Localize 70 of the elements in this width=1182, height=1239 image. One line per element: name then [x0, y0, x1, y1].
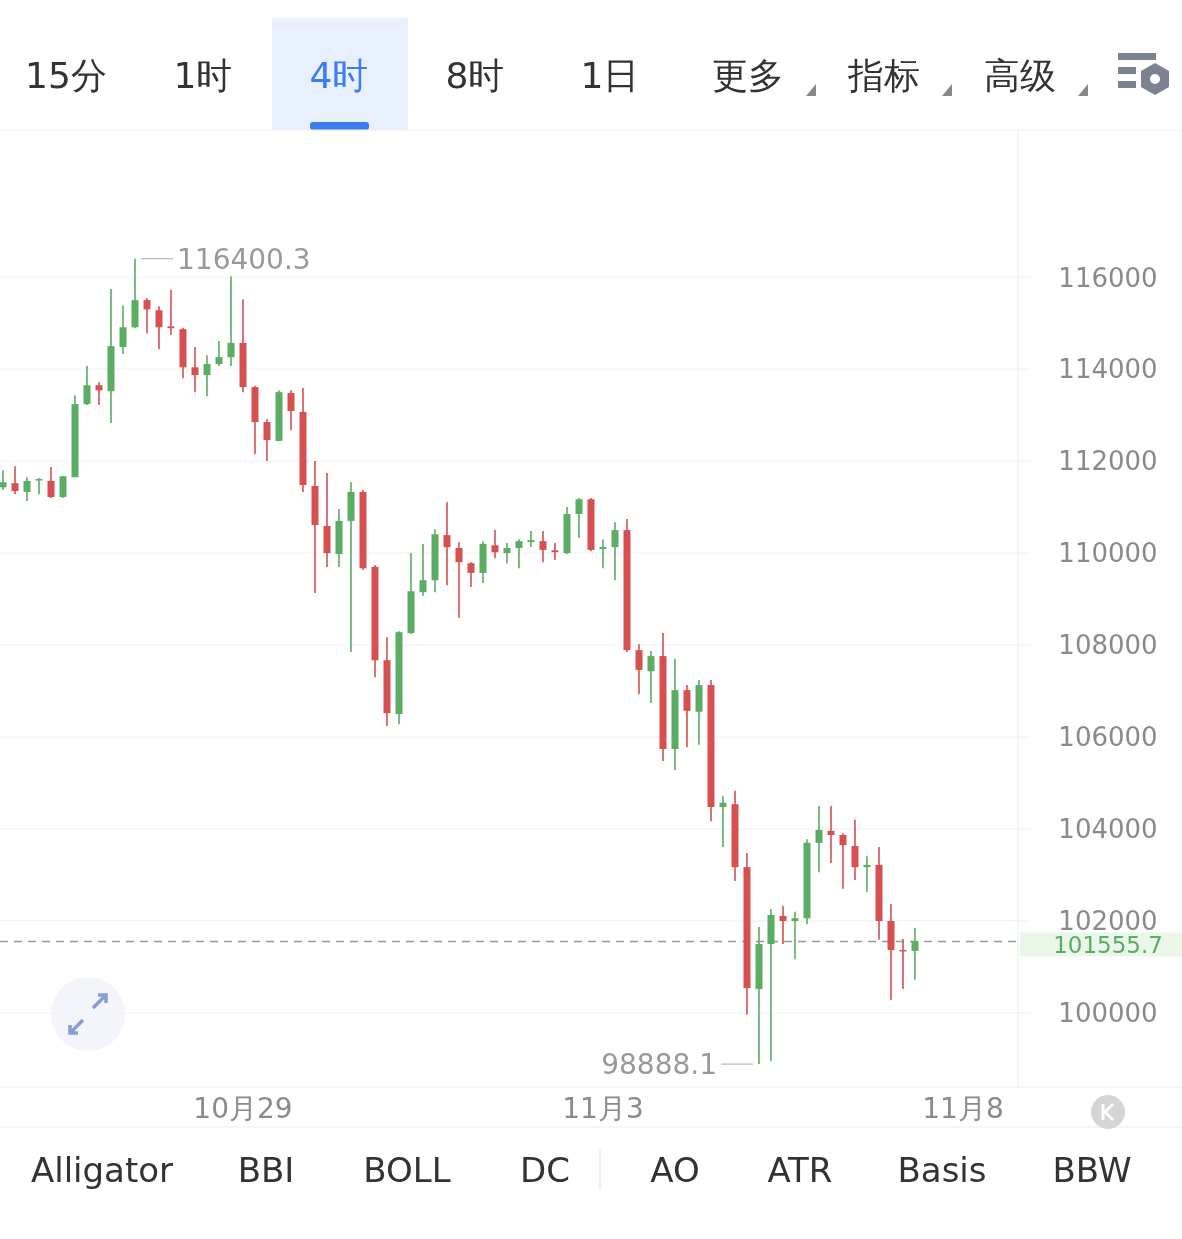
candlestick: [611, 521, 619, 582]
candlestick: [167, 289, 175, 336]
text: 指标: [847, 55, 920, 96]
candlestick: [779, 905, 787, 945]
candlestick: [683, 684, 691, 748]
candlestick: [911, 927, 919, 981]
candlestick: [35, 477, 43, 496]
candlestick: [203, 354, 211, 398]
candlestick: [419, 543, 427, 597]
candlestick: [263, 418, 271, 462]
y-tick-label: 116000: [1058, 262, 1158, 293]
candlestick: [143, 297, 151, 335]
text: DC: [520, 1150, 570, 1191]
text: BOLL: [363, 1150, 451, 1191]
candlestick: [635, 643, 643, 696]
text: 1日: [580, 55, 640, 96]
candlestick: [155, 305, 163, 351]
candlestick: [503, 542, 511, 564]
candlestick: [23, 476, 31, 502]
text: 4时: [309, 55, 369, 96]
text: 15分: [25, 55, 107, 96]
candlestick: [575, 497, 583, 539]
candlestick: [827, 805, 835, 864]
candlestick: [11, 465, 19, 496]
candlestick: [719, 795, 727, 848]
text: Basis: [897, 1150, 987, 1191]
y-tick-label: 106000: [1058, 722, 1158, 753]
candlestick: [95, 381, 103, 406]
candlestick: [287, 389, 295, 432]
candlestick: [647, 650, 655, 704]
annotation: 116400.3: [177, 242, 311, 276]
x-tick-label: 11月3: [562, 1092, 644, 1126]
text: 8时: [445, 55, 505, 96]
candlestick: [851, 819, 859, 881]
y-tick-label: 100000: [1058, 998, 1158, 1029]
y-tick-label: 110000: [1058, 538, 1158, 569]
text: ATR: [767, 1150, 833, 1191]
candlestick: [119, 304, 127, 355]
candlestick: [491, 529, 499, 559]
candlestick: [791, 910, 799, 960]
candlestick: [191, 346, 199, 393]
annotation: 98888.1: [601, 1048, 717, 1082]
text: 高级: [984, 55, 1056, 96]
candlestick: [47, 466, 55, 499]
candlestick: [467, 561, 475, 588]
candlestick: [539, 530, 547, 564]
y-tick-label: 114000: [1058, 354, 1158, 385]
text: Alligator: [30, 1150, 174, 1191]
candlestick: [515, 538, 523, 570]
y-tick-label: 104000: [1058, 814, 1158, 845]
candlestick: [839, 832, 847, 890]
text: BBW: [1052, 1150, 1132, 1191]
candlestick: [455, 541, 463, 619]
text: 更多: [712, 55, 784, 96]
candlestick: [443, 501, 451, 587]
y-tick-label: 108000: [1058, 630, 1158, 661]
candlestick: [815, 805, 823, 874]
candlestick: [83, 365, 91, 406]
candlestick: [215, 340, 223, 367]
text: AO: [650, 1150, 700, 1191]
text: BBI: [237, 1150, 295, 1191]
x-tick-label: 11月8: [922, 1092, 1004, 1126]
x-tick-label: 10月29: [193, 1092, 293, 1126]
text: 1时: [173, 55, 233, 96]
candlestick: [227, 275, 235, 367]
candlestick: [527, 530, 535, 548]
candlestick: [599, 538, 607, 570]
candlestick: [551, 542, 559, 561]
candlestick: [0, 469, 7, 491]
y-tick-label: 112000: [1058, 446, 1158, 477]
